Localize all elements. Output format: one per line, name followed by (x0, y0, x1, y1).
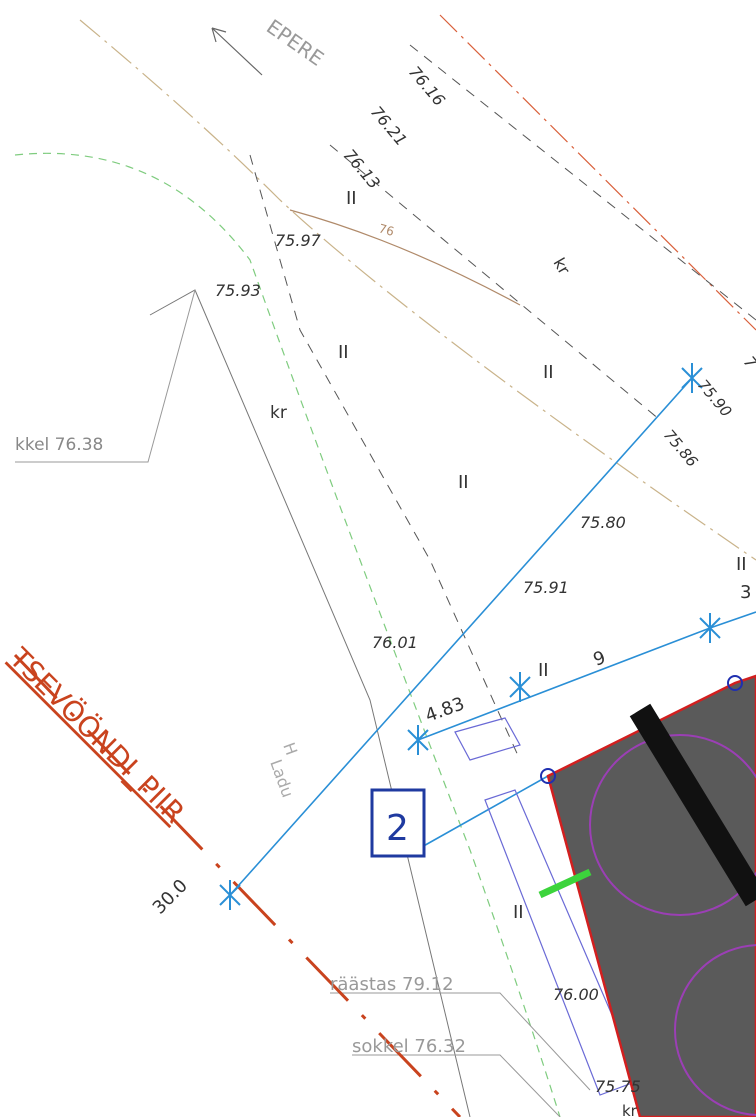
map-label: sokkel 76.32 (352, 1036, 466, 1057)
map-label: II (736, 554, 747, 575)
map-label: kkel 76.38 (15, 435, 103, 455)
site-plan: EPERE76.1676.2176.13II75.9776kr75.93IIkk… (0, 0, 756, 1117)
map-label: II (543, 362, 554, 383)
map-label: II (338, 342, 349, 363)
map-label: 76.00 (553, 985, 599, 1004)
map-label: II (538, 660, 549, 681)
map-label: 75.91 (523, 578, 569, 597)
map-label: 75.93 (215, 281, 261, 300)
map-label: 2 (386, 808, 409, 849)
map-label: II (346, 188, 357, 209)
map-label: kr (270, 403, 287, 423)
map-label: räästas 79.12 (330, 974, 454, 995)
map-label: 75.75 (595, 1077, 641, 1096)
map-label: 75.97 (275, 231, 322, 250)
map-label: 3 (740, 582, 751, 603)
map-label: II (458, 472, 469, 493)
map-label: kr (622, 1102, 638, 1117)
map-label: 75.80 (580, 513, 626, 532)
map-label: II (513, 902, 524, 923)
map-label: 76.01 (372, 633, 418, 652)
